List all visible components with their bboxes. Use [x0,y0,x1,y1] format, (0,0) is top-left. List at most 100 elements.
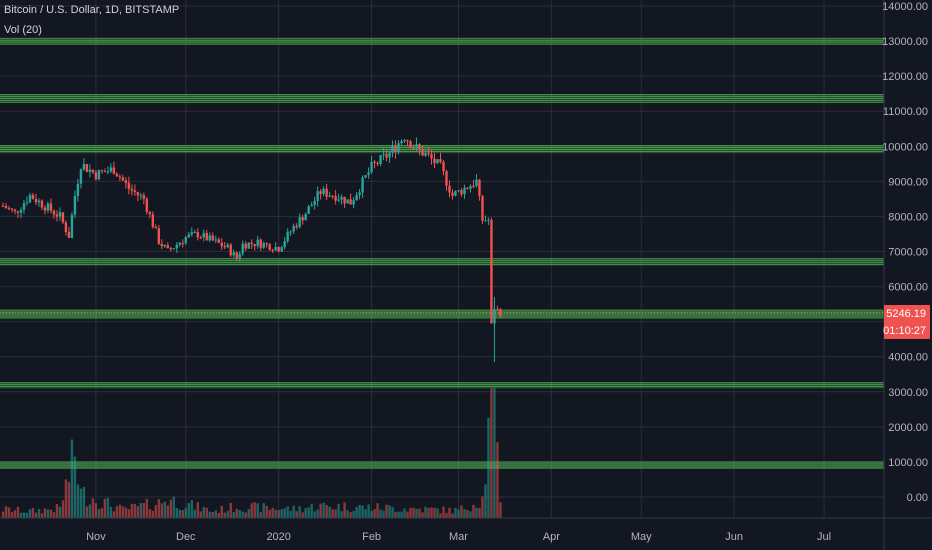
volume-bar [490,388,493,518]
volume-bar [193,509,196,518]
candle-body [271,250,274,252]
candle-body [490,219,493,324]
volume-bar [1,511,5,518]
candle-body [310,205,313,207]
volume-bar [442,506,445,518]
volume-bar [499,502,502,518]
candle-body [361,177,364,193]
candle-body [412,148,415,150]
volume-bar [85,506,89,518]
candle-body [229,244,232,256]
candle-body [394,145,397,152]
last-price-badge: 5246.19 01:10:27 [0,305,930,340]
candle-body [274,246,277,251]
volume-bar [37,509,41,518]
time-tick-label: Feb [362,531,381,543]
volume-bar [145,498,149,518]
price-tick-label: 6000.00 [888,282,928,294]
volume-bar [424,506,427,518]
volume-bar [7,507,11,518]
time-axis[interactable]: Nov Dec 2020 Feb Mar Apr May Jun Jul [0,517,932,543]
zone-band [0,37,884,45]
volume-bar [280,509,283,518]
candle-body [334,195,337,201]
candle-body [298,217,301,228]
volume-bar [190,500,193,518]
volume-bar [247,509,250,518]
candle-body [304,213,307,221]
candle-body [208,235,211,241]
volume-bar [445,512,448,518]
volume-bar [160,503,164,518]
candle-body [136,192,140,196]
candle-body [88,169,92,172]
price-tick-label: 2000.00 [888,422,928,434]
volume-bar [415,508,418,518]
price-tick-label: 9000.00 [888,176,928,188]
candle-body [4,206,8,209]
volume-bar [334,509,337,518]
zone-band [0,145,884,154]
volume-bar [364,509,367,518]
candle-body [409,141,412,149]
volume-indicator-label[interactable]: Vol (20) [4,24,42,36]
candle-body [31,194,35,200]
volume-bar [220,505,223,518]
candle-body [199,237,202,239]
candle-body [319,191,322,194]
volume-bar [295,511,298,518]
volume-bar [403,508,406,518]
price-tick-label: 12000.00 [882,71,928,83]
volume-bar [475,507,478,518]
candle-body [106,171,110,173]
price-axis[interactable]: 14000.00 13000.00 12000.00 11000.00 10000.00… [882,0,932,550]
volume-bar [181,510,184,518]
candle-body [133,190,137,193]
candle-body [220,242,223,247]
candle-body [100,170,104,172]
volume-bar [391,507,394,518]
candle-body [289,231,292,233]
volume-bar [283,508,286,518]
volume-bar [463,509,466,518]
volume-bar [76,484,80,518]
price-axis-background [884,0,932,550]
candle-body [91,169,95,173]
candle-body [109,167,113,172]
zone-band [0,258,884,266]
zone-fill [0,461,884,469]
volume-bar [286,506,289,518]
candle-body [97,170,101,180]
volume-bar [169,499,173,518]
volume-bar [22,512,26,518]
candle-body [172,248,176,250]
candle-body [388,152,391,158]
volume-bar [400,511,403,518]
candle-body [73,195,77,215]
volume-bar [307,507,310,518]
candle-body [151,214,155,228]
volume-bar [184,507,187,518]
price-tick-label: 10000.00 [882,141,928,153]
volume-bar [115,506,119,518]
volume-bar [361,505,364,518]
candle-body [454,191,457,196]
candle-body [445,171,448,186]
candle-body [415,144,418,149]
volume-bar [109,506,113,518]
candle-body [94,172,98,180]
candle-body [181,242,184,244]
candle-body [49,203,53,211]
candle-body [193,232,196,234]
volume-bar [373,509,376,518]
volume-bar [298,506,301,518]
volume-bar [88,504,92,518]
candle-body [79,169,83,184]
volume-bar [172,496,176,518]
volume-bar [454,507,457,518]
volume-bar [343,502,346,518]
candle-body [214,239,217,241]
candle-body [376,162,379,164]
